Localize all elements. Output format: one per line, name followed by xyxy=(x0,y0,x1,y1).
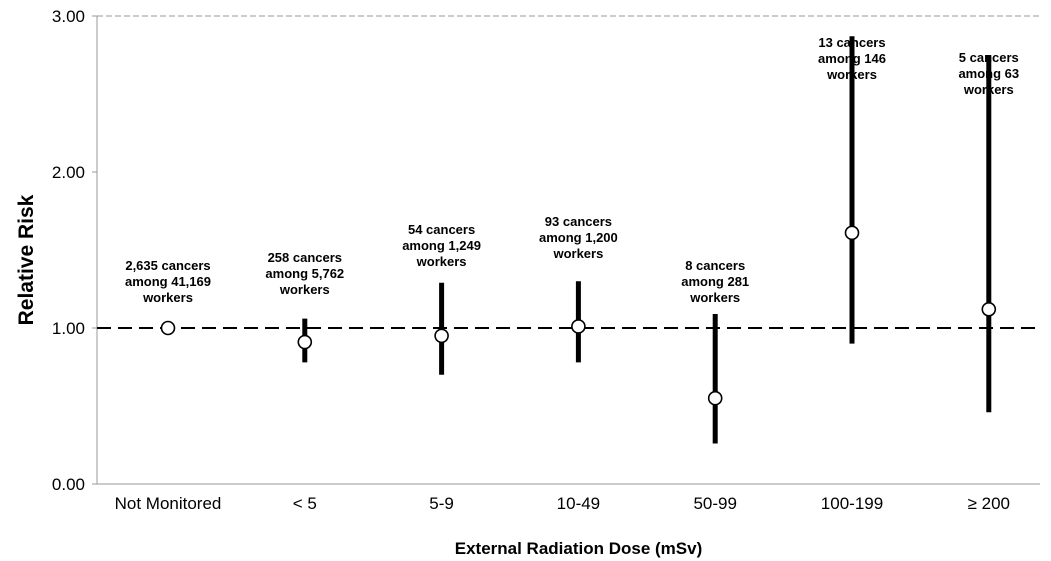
annotation-line: workers xyxy=(689,290,740,305)
x-tick-label: 50-99 xyxy=(693,494,736,513)
data-marks xyxy=(160,36,997,444)
point-marker xyxy=(434,328,449,344)
point-marker xyxy=(160,320,176,336)
y-axis-ticks: 0.00 1.00 2.00 3.00 xyxy=(52,7,97,494)
annotation-line: 258 cancers xyxy=(268,250,342,265)
annotation-line: among 63 xyxy=(958,66,1019,81)
annotation-line: 5 cancers xyxy=(959,50,1019,65)
annotation-line: workers xyxy=(963,82,1014,97)
annotation-line: among 1,249 xyxy=(402,238,481,253)
annotation-line: workers xyxy=(142,290,193,305)
x-axis-title: External Radiation Dose (mSv) xyxy=(455,539,703,558)
x-tick-label: Not Monitored xyxy=(115,494,222,513)
x-tick-label: 10-49 xyxy=(557,494,600,513)
x-axis-ticks: Not Monitored < 5 5-9 10-49 50-99 100-199 ≥ 20… xyxy=(115,494,1010,513)
annotation-line: 54 cancers xyxy=(408,222,475,237)
x-tick-label: < 5 xyxy=(293,494,317,513)
x-tick-label: 100-199 xyxy=(821,494,883,513)
annotation-line: 8 cancers xyxy=(685,258,745,273)
annotation-line: 2,635 cancers xyxy=(125,258,210,273)
annotation-line: workers xyxy=(279,282,330,297)
annotation-line: among 5,762 xyxy=(265,266,344,281)
x-tick-label: 5-9 xyxy=(429,494,454,513)
plot-frame xyxy=(96,15,1040,485)
point-marker xyxy=(981,301,997,317)
point-marker xyxy=(707,390,723,406)
annotation-line: among 146 xyxy=(818,51,886,66)
annotation-line: workers xyxy=(552,246,603,261)
y-tick-label: 1.00 xyxy=(52,319,85,338)
y-tick-label: 2.00 xyxy=(52,163,85,182)
annotation-line: among 41,169 xyxy=(125,274,211,289)
annotation-line: 13 cancers xyxy=(818,35,885,50)
annotation-line: workers xyxy=(826,67,877,82)
annotation-line: workers xyxy=(416,254,467,269)
y-tick-label: 3.00 xyxy=(52,7,85,26)
point-marker xyxy=(844,225,860,241)
x-tick-label: ≥ 200 xyxy=(968,494,1010,513)
annotation-line: 93 cancers xyxy=(545,214,612,229)
annotation-line: among 1,200 xyxy=(539,230,618,245)
point-marker xyxy=(297,334,313,350)
point-marker xyxy=(571,319,586,334)
y-tick-label: 0.00 xyxy=(52,475,85,494)
annotation-line: among 281 xyxy=(681,274,749,289)
y-axis-title: Relative Risk xyxy=(15,194,38,325)
